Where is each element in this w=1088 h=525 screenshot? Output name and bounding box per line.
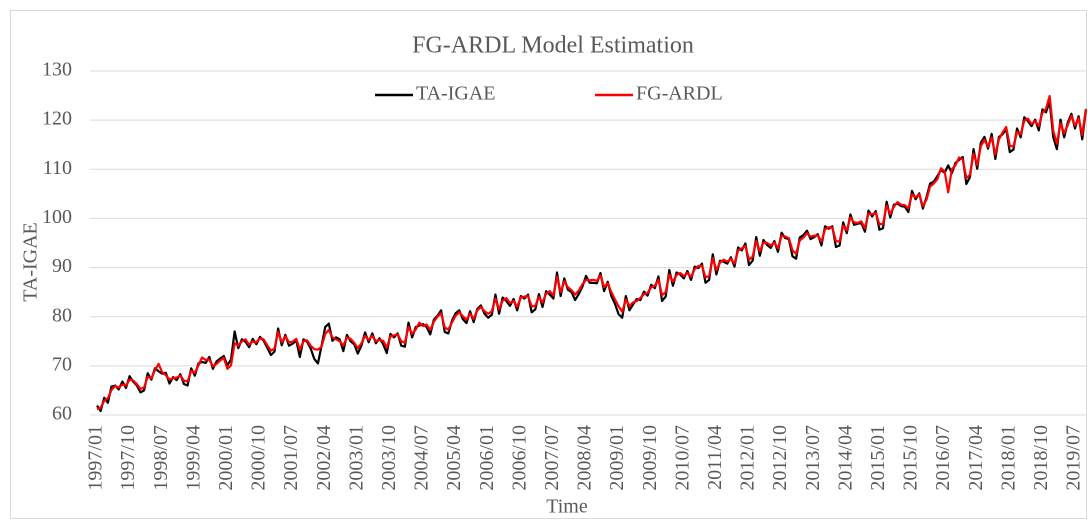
y-tick-label: 110: [43, 157, 72, 179]
x-tick-label: 2004/07: [411, 425, 433, 491]
chart-frame: [10, 10, 1087, 519]
x-tick-label: 2012/01: [737, 425, 759, 491]
x-tick-label: 2001/07: [280, 425, 302, 491]
x-tick-label: 2003/01: [345, 425, 367, 491]
x-tick-label: 1999/04: [182, 425, 204, 491]
x-tick-label: 2019/07: [1063, 425, 1085, 491]
y-axis-label: TA-IGAE: [20, 222, 42, 301]
x-tick-label: 1998/07: [150, 425, 172, 491]
y-tick-label: 70: [52, 353, 72, 375]
chart-title: FG-ARDL Model Estimation: [412, 33, 694, 59]
x-tick-label: 2005/04: [443, 425, 465, 491]
legend-label: FG-ARDL: [636, 83, 723, 105]
x-tick-label: 2002/04: [313, 425, 335, 491]
legend-label: TA-IGAE: [416, 83, 495, 105]
x-tick-label: 2007/07: [541, 425, 563, 491]
y-tick-label: 60: [52, 403, 72, 425]
x-axis-label: Time: [546, 496, 588, 518]
x-tick-label: 2015/10: [900, 425, 922, 491]
x-tick-label: 2016/07: [932, 425, 954, 491]
y-tick-label: 90: [52, 255, 72, 277]
x-tick-label: 1997/10: [117, 425, 139, 491]
x-tick-label: 2010/07: [671, 425, 693, 491]
x-tick-label: 2017/04: [965, 425, 987, 491]
x-tick-label: 2000/01: [215, 425, 237, 491]
x-tick-label: 2008/04: [574, 425, 596, 491]
x-tick-label: 2009/01: [606, 425, 628, 491]
series-line: [96, 94, 1087, 411]
x-tick-label: 2006/10: [508, 425, 530, 491]
x-tick-label: 2003/10: [378, 425, 400, 491]
y-tick-label: 120: [42, 108, 72, 130]
y-tick-label: 80: [52, 304, 72, 326]
x-tick-label: 2006/01: [476, 425, 498, 491]
x-tick-label: 2014/04: [834, 425, 856, 491]
x-tick-label: 2015/01: [867, 425, 889, 491]
x-tick-label: 2011/04: [704, 425, 726, 490]
y-tick-label: 100: [42, 206, 72, 228]
x-tick-label: 2009/10: [639, 425, 661, 491]
x-tick-label: 2000/10: [248, 425, 270, 491]
x-tick-label: 2012/10: [769, 425, 791, 491]
x-tick-label: 2013/07: [802, 425, 824, 491]
x-tick-label: 2018/01: [997, 425, 1019, 491]
x-tick-label: 2018/10: [1030, 425, 1052, 491]
y-tick-label: 130: [42, 59, 72, 81]
x-tick-label: 1997/01: [85, 425, 107, 491]
